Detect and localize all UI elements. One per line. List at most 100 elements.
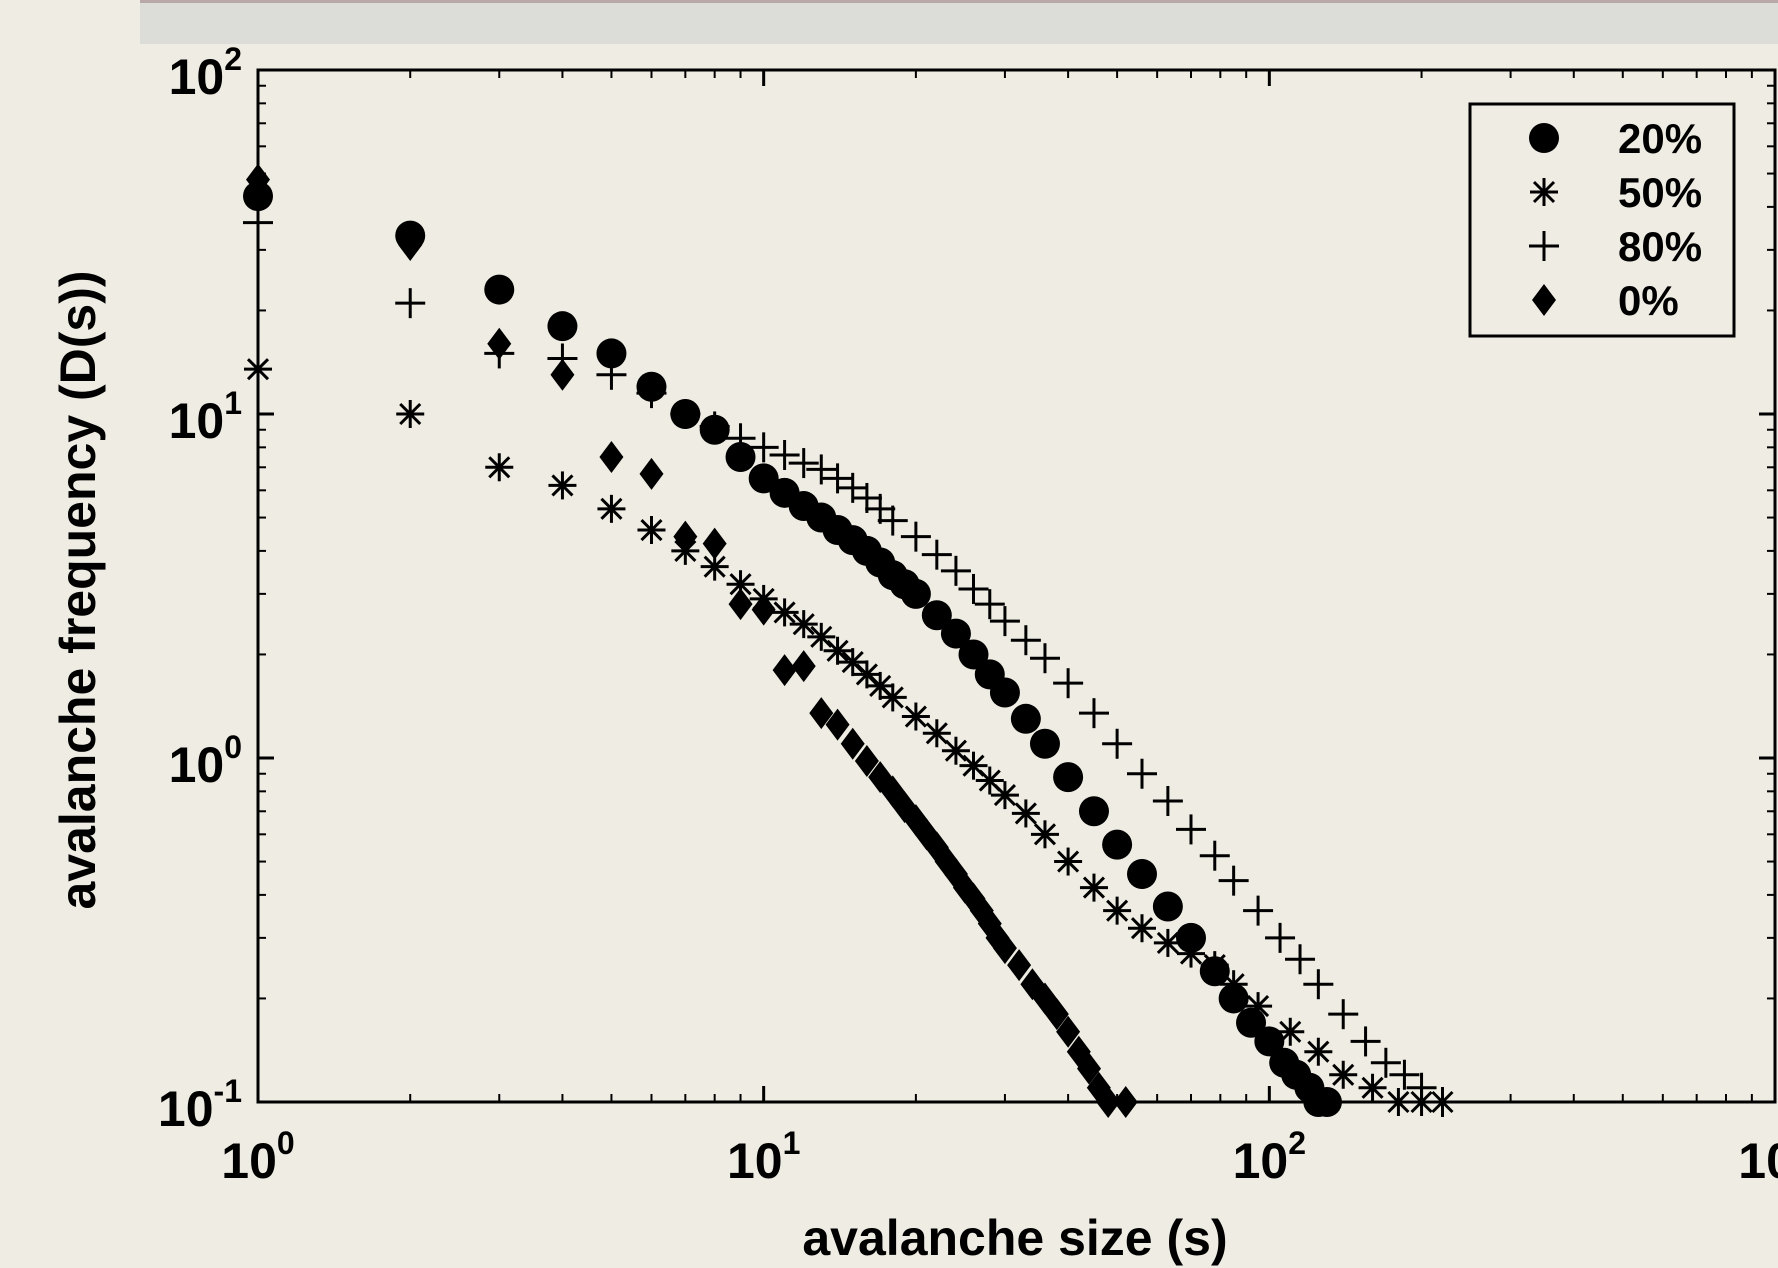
data-point-asterisk (1011, 799, 1040, 828)
data-point-diamond (854, 745, 879, 778)
asterisk-stroke (1179, 942, 1203, 965)
data-point-asterisk (770, 598, 799, 627)
asterisk-stroke (869, 674, 892, 697)
data-point-asterisk (941, 736, 970, 765)
y-tick-label: 102 (169, 41, 242, 105)
data-point-diamond (702, 527, 727, 560)
asterisk-stroke (1387, 1090, 1410, 1114)
data-point-diamond (825, 708, 850, 741)
data-point-plus (1078, 698, 1109, 729)
asterisk-stroke (1361, 1076, 1384, 1099)
y-tick-exponent: 1 (224, 385, 242, 421)
data-point-diamond (1077, 1052, 1102, 1085)
asterisk-stroke (1156, 931, 1179, 954)
asterisk-stroke (600, 497, 623, 520)
data-point-circle (547, 311, 578, 342)
asterisk-stroke (1279, 1020, 1302, 1043)
data-point-asterisk (597, 494, 626, 523)
data-point-asterisk (922, 719, 951, 748)
data-point-circle (940, 618, 971, 649)
asterisk-stroke (792, 613, 815, 636)
asterisk-stroke (962, 754, 985, 777)
data-point-plus (1303, 969, 1334, 1000)
data-point-plus (1427, 1087, 1458, 1117)
x-tick-label: 101 (727, 1125, 800, 1189)
data-point-plus (748, 432, 779, 463)
legend-label: 80% (1618, 223, 1702, 270)
asterisk-stroke (773, 601, 796, 624)
legend-label: 50% (1618, 169, 1702, 216)
data-point-circle (1127, 859, 1158, 890)
data-point-plus (1029, 643, 1060, 674)
asterisk-stroke (246, 358, 270, 381)
asterisk-stroke (1057, 850, 1080, 873)
data-point-asterisk (1329, 1060, 1358, 1089)
data-point-plus (1176, 814, 1207, 845)
asterisk-stroke (810, 625, 833, 648)
data-point-diamond (1007, 949, 1032, 982)
data-point-plus (395, 288, 426, 319)
data-point-diamond (840, 727, 865, 760)
series-1 (244, 355, 1457, 1116)
data-point-asterisk (1200, 951, 1229, 980)
window-header-bar (140, 0, 1778, 44)
data-point-asterisk (990, 781, 1019, 810)
legend-box (1468, 102, 1736, 338)
data-point-asterisk (1304, 1037, 1333, 1066)
data-point-diamond (992, 932, 1017, 965)
data-point-asterisk (396, 400, 425, 428)
asterisk-stroke (925, 722, 948, 745)
data-point-diamond (1113, 1086, 1138, 1118)
data-point-asterisk (244, 355, 272, 384)
legend-label: 20% (1618, 115, 1702, 162)
data-point-diamond (599, 440, 624, 473)
legend-label: 0% (1618, 277, 1679, 324)
y-tick-exponent: 2 (224, 41, 242, 77)
asterisk-stroke (551, 474, 574, 497)
asterisk-stroke (1106, 899, 1129, 922)
data-point-circle (484, 274, 515, 305)
asterisk-stroke (993, 784, 1016, 807)
data-point-diamond (728, 588, 753, 621)
data-point-asterisk (1128, 914, 1157, 943)
data-point-circle (748, 463, 779, 494)
data-point-diamond (487, 327, 512, 360)
data-point-diamond (809, 697, 834, 730)
asterisk-stroke (1203, 954, 1226, 977)
data-point-circle (1053, 762, 1084, 793)
data-point-plus (243, 207, 273, 238)
data-point-circle (900, 578, 931, 609)
x-tick-label: 100 (221, 1125, 294, 1189)
data-point-plus (1010, 625, 1041, 656)
data-point-diamond (1096, 1086, 1121, 1118)
data-point-diamond (751, 593, 776, 626)
asterisk-stroke (1532, 180, 1556, 204)
y-tick-label: 101 (169, 385, 242, 449)
data-point-asterisk (1177, 939, 1206, 968)
data-point-asterisk (878, 683, 907, 712)
data-point-plus (1243, 895, 1274, 926)
data-point-diamond (246, 163, 270, 196)
data-point-circle (1311, 1087, 1342, 1117)
data-point-circle (1078, 796, 1109, 827)
x-axis-title: avalanche size (s) (802, 1210, 1227, 1266)
data-point-asterisk (1103, 896, 1132, 925)
data-point-circle (243, 181, 273, 212)
data-point-asterisk (1358, 1073, 1387, 1102)
data-point-circle (1254, 1026, 1285, 1057)
asterisk-stroke (729, 573, 752, 596)
data-point-plus (822, 463, 853, 494)
series-3 (246, 163, 1138, 1118)
data-point-plus (699, 411, 730, 442)
asterisk-stroke (855, 663, 878, 686)
asterisk-stroke (1247, 995, 1270, 1018)
data-point-plus (989, 606, 1020, 637)
legend-marker-diamond (1532, 284, 1556, 316)
data-point-plus (1285, 944, 1316, 975)
legend-marker-asterisk (1530, 178, 1558, 206)
asterisk-stroke (1082, 876, 1106, 899)
y-tick-label: 10-1 (158, 1073, 242, 1137)
plot-frame (256, 68, 1777, 1104)
data-point-plus (596, 359, 627, 390)
